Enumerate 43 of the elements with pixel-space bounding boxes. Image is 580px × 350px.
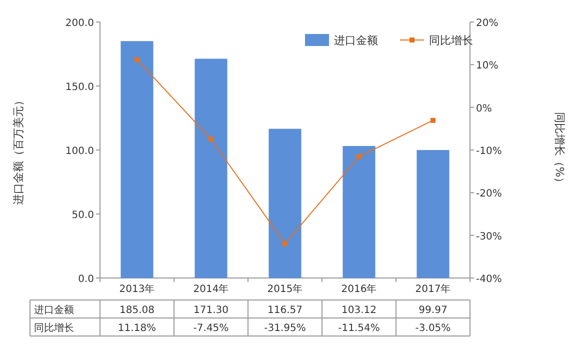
bar <box>342 146 376 278</box>
data-label: 116.57 <box>268 305 302 316</box>
y2-tick-label: -40% <box>476 274 502 285</box>
x-tick-label: 2016年 <box>341 283 377 295</box>
x-tick-label: 2015年 <box>267 283 303 295</box>
point <box>208 136 214 142</box>
data-label: 185.08 <box>120 305 154 316</box>
point <box>356 154 362 160</box>
y-axis-title: 进口金额（百万美元） <box>12 95 25 205</box>
point <box>430 118 436 123</box>
x-tick-label: 2013年 <box>119 283 155 295</box>
x-tick-label: 2014年 <box>193 283 229 295</box>
point <box>282 241 288 246</box>
data-label: 11.18% <box>118 323 156 334</box>
text: 同比增长 <box>34 323 74 334</box>
bar <box>416 150 450 278</box>
data-label: -31.95% <box>264 323 306 334</box>
y-tick-label: 0.0 <box>78 274 94 285</box>
y2-tick-label: 10% <box>476 60 498 72</box>
y2-tick-label: -20% <box>476 188 502 200</box>
y2-tick-label: 0% <box>476 103 492 114</box>
data-label: -11.54% <box>338 323 380 334</box>
bar <box>120 41 154 278</box>
y2-tick-label: -10% <box>476 146 502 157</box>
y2-axis-title: 同比增长（%） <box>553 112 566 188</box>
data-label: 171.30 <box>194 305 228 316</box>
bar <box>268 128 302 278</box>
y-tick-label: 150.0 <box>65 82 94 93</box>
legend-label: 同比增长 <box>429 34 473 47</box>
y-tick-label: 100.0 <box>65 146 94 157</box>
legend-label: 进口金额 <box>334 34 378 47</box>
y2-tick-label: 20% <box>476 18 498 29</box>
data-label: 103.12 <box>342 305 376 316</box>
y-tick-label: 50.0 <box>72 210 94 221</box>
data-label: -7.45% <box>193 323 229 334</box>
y-tick-label: 200.0 <box>65 18 94 29</box>
x-tick-label: 2017年 <box>415 283 451 295</box>
y2-tick-label: -30% <box>476 231 502 242</box>
bar <box>194 58 228 278</box>
data-label: 99.97 <box>418 305 448 316</box>
point <box>134 57 140 62</box>
data-label: -3.05% <box>415 323 451 334</box>
text: 进口金额 <box>34 305 74 316</box>
